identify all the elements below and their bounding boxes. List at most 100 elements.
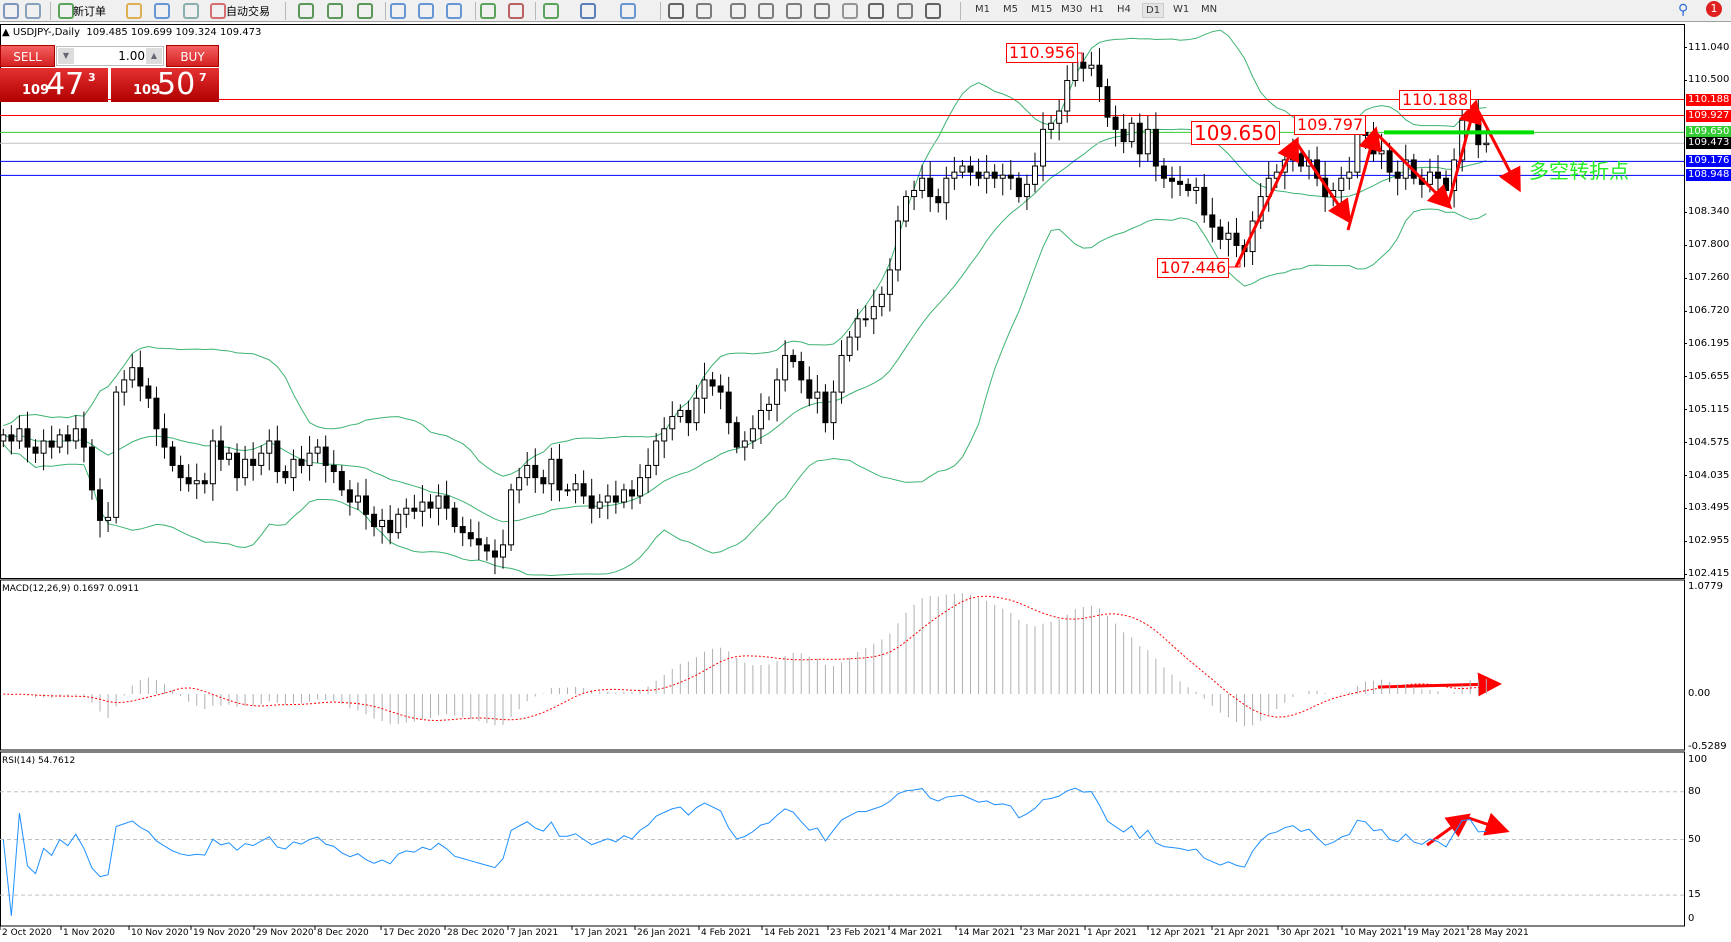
candle-body [161, 428, 168, 448]
buy-price[interactable]: 109 50 7 [111, 68, 219, 102]
candle-body [475, 538, 482, 546]
candle-body [169, 446, 176, 466]
line-chart-icon[interactable] [357, 3, 373, 19]
candle-body [741, 440, 748, 448]
date-axis-label: 26 Jan 2021 [637, 928, 691, 938]
candle-body [790, 354, 797, 363]
candle-body [935, 196, 942, 204]
candle-body [1394, 171, 1401, 179]
date-axis-label: 28 Dec 2020 [447, 928, 505, 938]
candle-body [701, 379, 708, 399]
symbol-label: ▲ USDJPY-,Daily [2, 27, 81, 38]
price-axis-label: 104.575 [1688, 436, 1730, 448]
candle-body [250, 458, 257, 466]
timeframe-m30[interactable]: M30 [1061, 4, 1083, 15]
price-axis-label: 102.955 [1688, 535, 1730, 547]
candle-body [1064, 79, 1071, 112]
date-axis-label: 10 Nov 2020 [131, 928, 189, 938]
candle-body [548, 458, 555, 485]
macd-axis-label: 1.0779 [1688, 580, 1723, 592]
autoscroll-icon[interactable] [508, 3, 524, 19]
zoom-in-icon[interactable] [390, 3, 406, 19]
candle-body [97, 489, 104, 521]
lot-stepper[interactable]: ▼ ▲ [56, 46, 164, 66]
cursor-icon[interactable] [668, 3, 684, 19]
candle-body [1048, 122, 1055, 130]
candle-body [1201, 186, 1208, 216]
sell-price[interactable]: 109 47 3 [0, 68, 108, 102]
macd-panel-frame [0, 579, 1685, 751]
new-order-icon[interactable] [58, 3, 74, 19]
bar-chart-icon[interactable] [298, 3, 314, 19]
horizontal-line-icon[interactable] [758, 3, 774, 19]
fibonacci-icon[interactable] [842, 3, 858, 19]
date-axis-label: 2 Oct 2020 [2, 928, 52, 938]
candle-body [838, 354, 845, 393]
timeframe-h1[interactable]: H1 [1090, 4, 1104, 15]
candle-body [467, 532, 474, 540]
chart-shift-icon[interactable] [480, 3, 496, 19]
auto-trade-button[interactable]: 自动交易 [226, 2, 270, 20]
periods-icon[interactable] [580, 3, 596, 19]
price-line-label: 109.650 [1686, 126, 1731, 139]
timeframe-mn[interactable]: MN [1201, 4, 1218, 15]
signal-icon[interactable] [183, 3, 199, 19]
candle-body [0, 434, 7, 442]
notification-badge[interactable]: 1 [1706, 1, 1722, 17]
new-order-button[interactable]: 新订单 [73, 2, 106, 20]
zoom-search-icon[interactable] [25, 3, 41, 19]
candle-body [814, 391, 821, 399]
lot-increase-button[interactable]: ▲ [146, 48, 162, 64]
toolbar: 新订单 自动交易 M1 M5 M15 M30 H1 H4 D1 W1 MN ⚲ 1 [0, 0, 1731, 22]
candle-body [1354, 131, 1361, 173]
candle-body [217, 440, 224, 460]
candle-body [1023, 183, 1030, 198]
text-label-icon[interactable] [897, 3, 913, 19]
lot-decrease-button[interactable]: ▼ [58, 48, 74, 64]
candle-body [121, 379, 128, 393]
timeframe-d1[interactable]: D1 [1142, 3, 1165, 18]
date-axis-label: 23 Mar 2021 [1023, 928, 1081, 938]
date-axis-label: 14 Mar 2021 [958, 928, 1016, 938]
timeframe-m15[interactable]: M15 [1031, 4, 1053, 15]
templates-icon[interactable] [620, 3, 636, 19]
candle-body [774, 379, 781, 405]
toolbar-separator [50, 2, 51, 20]
chart-canvas[interactable] [0, 23, 1731, 942]
candle-body [40, 440, 47, 454]
navigator-icon[interactable] [154, 3, 170, 19]
date-axis-label: 14 Feb 2021 [764, 928, 821, 938]
date-axis-label: 1 Apr 2021 [1087, 928, 1137, 938]
buy-button[interactable]: BUY [166, 45, 219, 67]
candle-body [1128, 122, 1135, 143]
indicators-icon[interactable] [543, 3, 559, 19]
sell-button[interactable]: SELL [0, 45, 55, 67]
timeframe-h4[interactable]: H4 [1117, 4, 1131, 15]
timeframe-m1[interactable]: M1 [975, 4, 990, 15]
candle-body [1007, 174, 1014, 179]
price-axis-label: 107.800 [1688, 239, 1730, 251]
fibonacci-fan-icon[interactable] [814, 3, 830, 19]
auto-trade-icon[interactable] [210, 3, 226, 19]
crosshair-icon[interactable] [696, 3, 712, 19]
arrows-icon[interactable] [925, 3, 941, 19]
vertical-line-icon[interactable] [730, 3, 746, 19]
timeframe-m5[interactable]: M5 [1003, 4, 1018, 15]
trendline-icon[interactable] [786, 3, 802, 19]
search-icon[interactable]: ⚲ [1678, 2, 1689, 18]
zoom-out-icon[interactable] [418, 3, 434, 19]
lot-input[interactable] [75, 48, 145, 64]
market-watch-icon[interactable] [126, 3, 142, 19]
chart-icon[interactable] [3, 3, 19, 19]
candle-body [346, 489, 353, 503]
text-icon[interactable] [868, 3, 884, 19]
toolbar-separator [385, 2, 386, 20]
tile-windows-icon[interactable] [446, 3, 462, 19]
candle-body [56, 434, 63, 448]
turning-point-annotation: 多空转折点 [1529, 159, 1629, 183]
candlestick-icon[interactable] [327, 3, 343, 19]
timeframe-w1[interactable]: W1 [1173, 4, 1190, 15]
toolbar-separator [535, 2, 536, 20]
price-annotation: 109.650 [1191, 121, 1280, 145]
price-annotation: 109.797 [1294, 115, 1367, 135]
